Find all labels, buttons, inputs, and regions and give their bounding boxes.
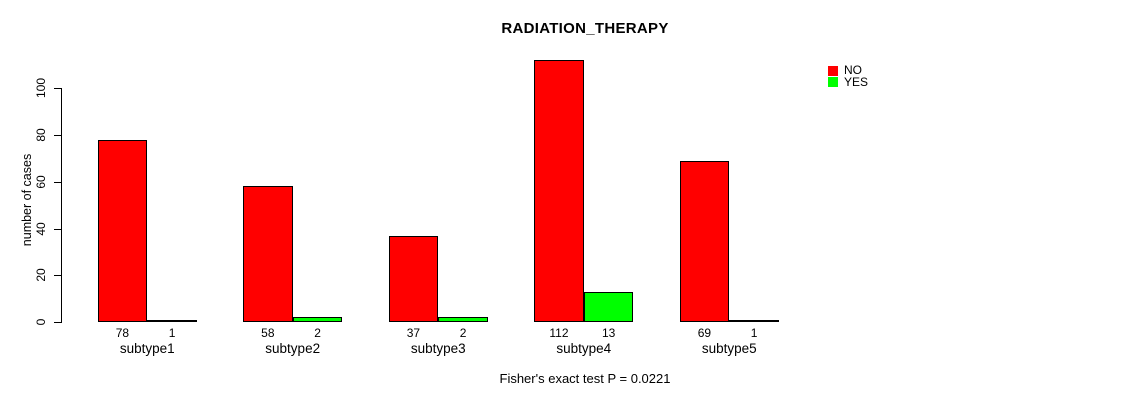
bar-value-yes-subtype3: 2 [459, 326, 467, 340]
y-tick-mark [54, 275, 61, 277]
chart-title: RADIATION_THERAPY [501, 20, 669, 37]
bar-no-subtype3 [388, 235, 439, 322]
bar-yes-subtype3 [438, 317, 488, 322]
x-tick-label-subtype2: subtype2 [265, 341, 321, 356]
bar-no-subtype1 [97, 139, 148, 322]
legend-label-yes: YES [844, 74, 869, 89]
legend: NO YES [828, 63, 869, 89]
bar-value-no-subtype4: 112 [549, 326, 569, 340]
legend-swatch-no [828, 65, 838, 76]
bar-value-yes-subtype5: 1 [750, 326, 758, 340]
x-tick-label-subtype4: subtype4 [556, 341, 612, 356]
bar-value-no-subtype1: 78 [115, 326, 130, 340]
y-tick-label-text: 100 [34, 78, 48, 99]
y-tick-label-text: 0 [34, 318, 48, 326]
legend-swatch-yes [828, 77, 838, 88]
bar-no-subtype4 [534, 60, 584, 322]
bar-value-no-subtype3: 37 [406, 326, 421, 340]
bar-no-subtype5 [679, 160, 730, 322]
bar-value-yes-subtype2: 2 [314, 326, 321, 340]
bar-yes-subtype1 [147, 319, 197, 322]
bar-value-no-subtype2: 58 [261, 326, 275, 340]
bar-no-subtype2 [243, 186, 293, 322]
x-tick-label-subtype1: subtype1 [119, 341, 175, 356]
bar-yes-subtype2 [292, 317, 343, 322]
y-tick-mark [54, 88, 61, 90]
y-tick-mark [54, 322, 61, 323]
bar-yes-subtype4 [583, 291, 634, 322]
y-tick-mark [54, 135, 61, 137]
legend-entry-yes: YES [828, 74, 869, 89]
bar-value-no-subtype5: 69 [697, 326, 712, 340]
y-tick-label-text: 40 [34, 221, 48, 236]
y-tick-mark [54, 181, 61, 183]
y-tick-label-text: 20 [34, 268, 48, 282]
y-tick-mark [54, 228, 61, 230]
x-tick-label-subtype3: subtype3 [410, 341, 466, 356]
legend-entry-no: NO [828, 63, 868, 78]
caption: Fisher's exact test P = 0.0221 [499, 371, 671, 386]
y-tick-label-text: 80 [34, 128, 48, 142]
x-tick-label-subtype5: subtype5 [701, 341, 757, 356]
y-axis-line [61, 88, 62, 323]
legend-label-no: NO [844, 63, 862, 78]
bar-yes-subtype5 [729, 319, 779, 322]
bar-value-yes-subtype4: 13 [601, 326, 616, 340]
bar-value-yes-subtype1: 1 [168, 326, 176, 340]
y-tick-label-text: 60 [34, 175, 48, 189]
